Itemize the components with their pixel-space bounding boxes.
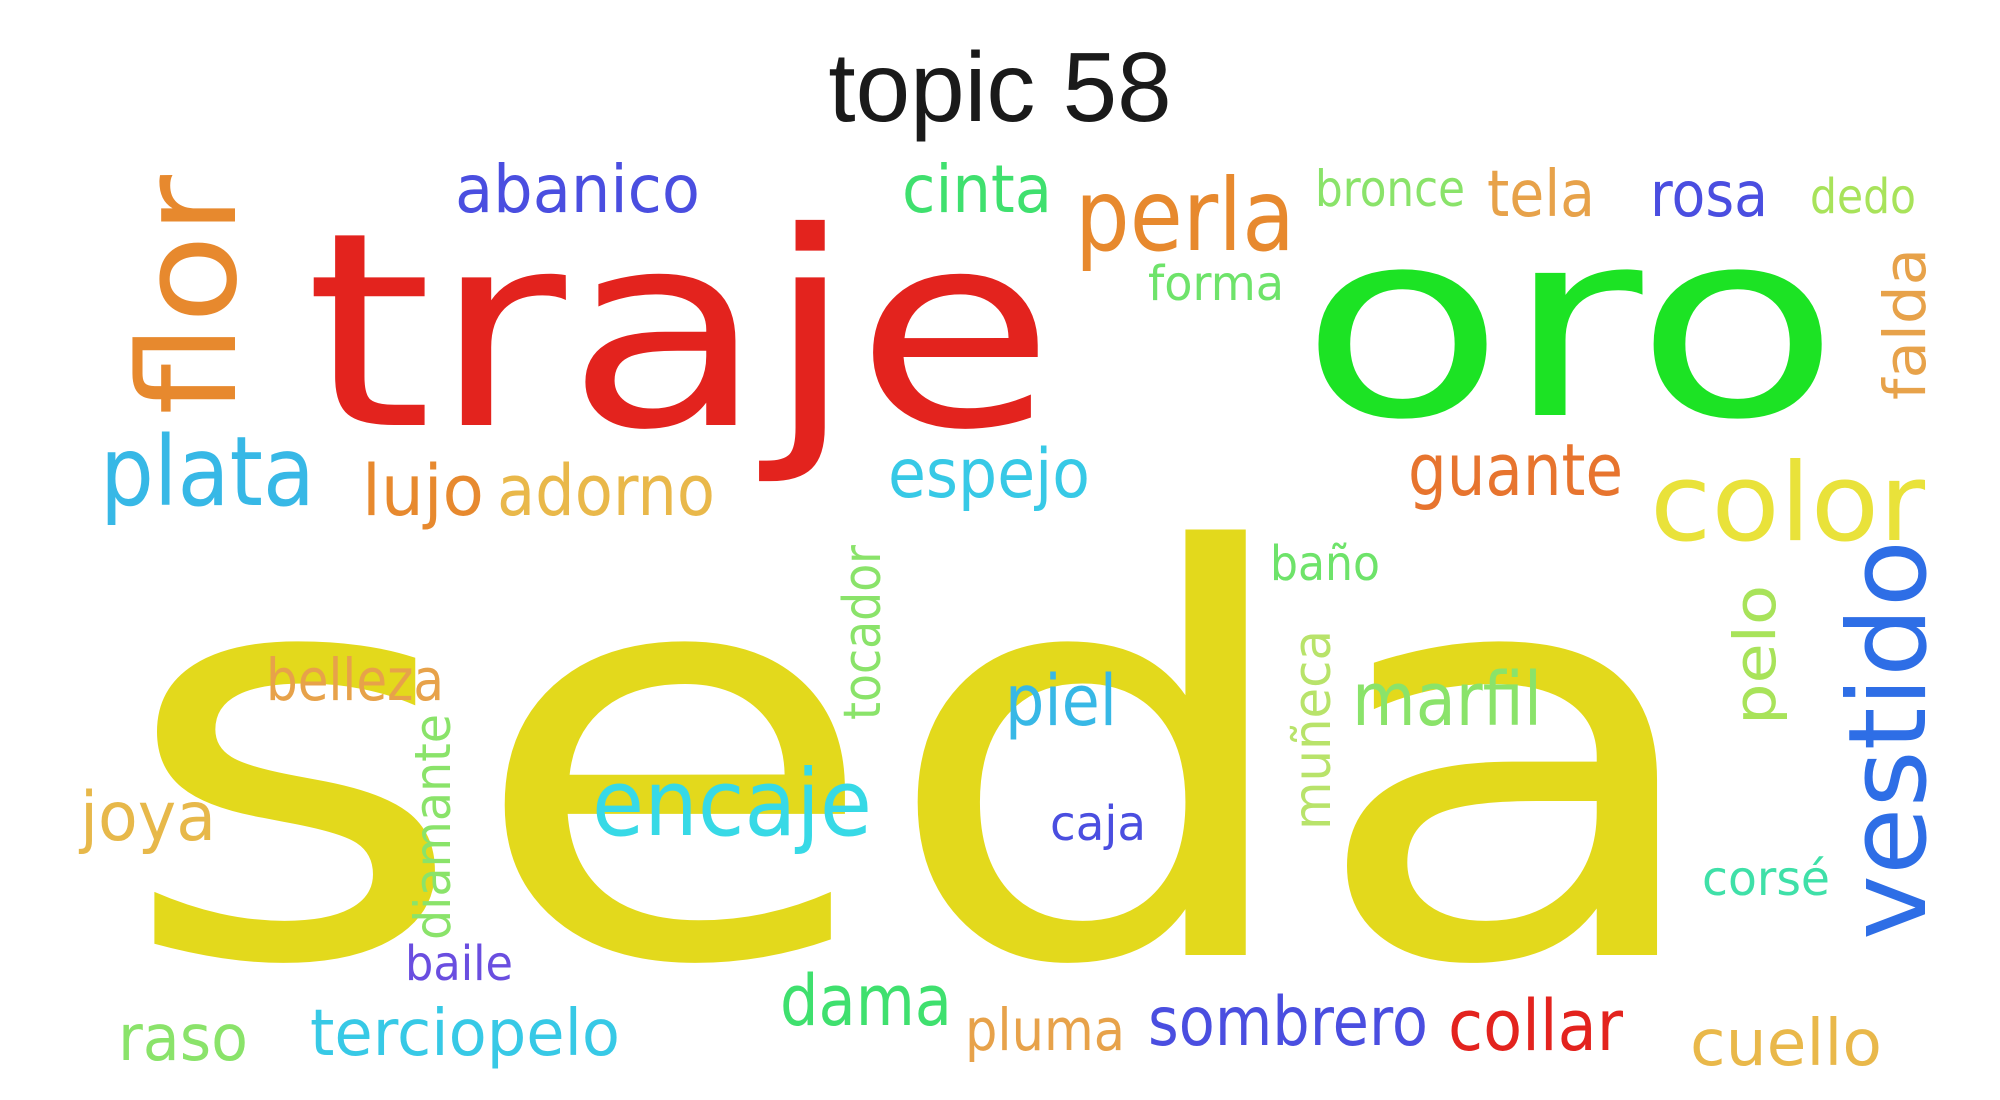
word-diamante: diamante [404,714,462,940]
word-marfil: marfil [1352,657,1542,743]
word-rosa: rosa [1650,158,1768,231]
word-baile: baile [405,936,513,992]
word-raso: raso [118,1002,248,1076]
word-encaje: encaje [592,750,872,857]
word-oro: oro [1300,175,1840,477]
word-espejo: espejo [888,435,1090,514]
word-cinta: cinta [902,151,1052,228]
word-plata: plata [100,416,315,528]
word-adorno: adorno [497,450,715,532]
word-tocador: tocador [833,544,893,720]
word-lujo: lujo [362,450,484,532]
word-seda: seda [118,436,1718,1088]
word-belleza: belleza [266,646,444,714]
word-tela: tela [1487,158,1595,232]
word-pluma: pluma [965,996,1125,1064]
word-corsé: corsé [1702,851,1830,907]
word-caja: caja [1050,796,1146,852]
word-muñeca: muñeca [1283,630,1343,830]
word-forma: forma [1148,256,1284,312]
word-sombrero: sombrero [1148,983,1428,1062]
word-collar: collar [1448,985,1623,1067]
word-perla: perla [1075,157,1295,274]
word-dedo: dedo [1810,169,1916,225]
word-vestido: vestido [1826,540,1951,940]
word-dama: dama [780,960,952,1042]
word-traje: traje [305,174,1055,489]
word-falda: falda [1871,248,1939,400]
word-color: color [1650,441,1926,566]
word-guante: guante [1408,428,1623,512]
word-cuello: cuello [1690,1007,1882,1081]
word-joya: joya [78,778,216,857]
word-terciopelo: terciopelo [310,997,620,1071]
word-piel: piel [1005,660,1117,742]
word-bronce: bronce [1315,160,1465,218]
chart-title: topic 58 [828,32,1172,142]
word-abanico: abanico [455,151,700,228]
word-pelo: pelo [1721,585,1789,725]
word-baño: baño [1270,536,1380,592]
word-flor: flor [110,174,267,415]
